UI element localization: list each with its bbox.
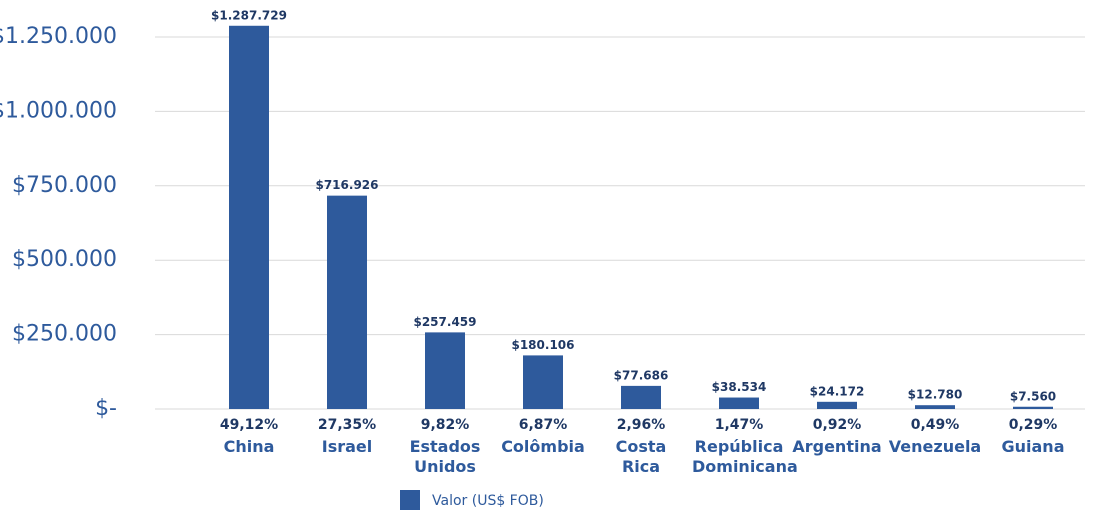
y-tick-label: $250.000	[12, 322, 117, 347]
value-label: $12.780	[908, 388, 963, 402]
bar	[1013, 406, 1053, 409]
x-tick-label: Estados Unidos	[409, 437, 481, 476]
y-tick-label: $500.000	[12, 247, 117, 272]
share-label: 0,49%	[910, 417, 960, 433]
x-tick-label: Venezuela	[888, 437, 982, 456]
share-label: 0,92%	[812, 417, 862, 433]
x-tick-label: Guiana	[1001, 437, 1065, 456]
value-label: $716.926	[315, 178, 378, 192]
x-tick-label: Argentina	[792, 437, 882, 456]
value-label: $180.106	[511, 338, 574, 352]
share-label: 1,47%	[714, 417, 764, 433]
share-label: 49,12%	[219, 417, 279, 433]
bar	[229, 25, 269, 409]
y-tick-label: $1.000.000	[0, 98, 117, 123]
legend-swatch	[400, 490, 420, 510]
share-label: 27,35%	[317, 417, 377, 433]
y-tick-label: $750.000	[12, 173, 117, 198]
share-label: 6,87%	[518, 417, 568, 433]
bar	[817, 401, 857, 409]
value-label: $257.459	[413, 315, 476, 329]
x-tick-label: República Dominicana	[692, 437, 798, 476]
value-label: $77.686	[614, 368, 669, 382]
x-tick-label: Costa Rica	[615, 437, 667, 476]
value-label: $1.287.729	[211, 8, 287, 22]
legend-label: Valor (US$ FOB)	[432, 493, 544, 509]
bar	[915, 405, 955, 409]
x-tick-label: China	[223, 437, 275, 456]
value-label: $38.534	[712, 380, 767, 394]
x-tick-label: Israel	[321, 437, 373, 456]
value-label: $7.560	[1010, 389, 1056, 403]
x-tick-label: Colômbia	[501, 437, 585, 456]
bar	[425, 332, 465, 409]
y-tick-label: $-	[95, 396, 117, 421]
share-label: 9,82%	[420, 417, 470, 433]
bar	[621, 385, 661, 409]
bar	[327, 195, 367, 409]
bar	[523, 355, 563, 409]
y-tick-label: $1.250.000	[0, 24, 117, 49]
value-label: $24.172	[810, 384, 865, 398]
share-label: 0,29%	[1008, 417, 1058, 433]
bar	[719, 397, 759, 409]
share-label: 2,96%	[616, 417, 666, 433]
